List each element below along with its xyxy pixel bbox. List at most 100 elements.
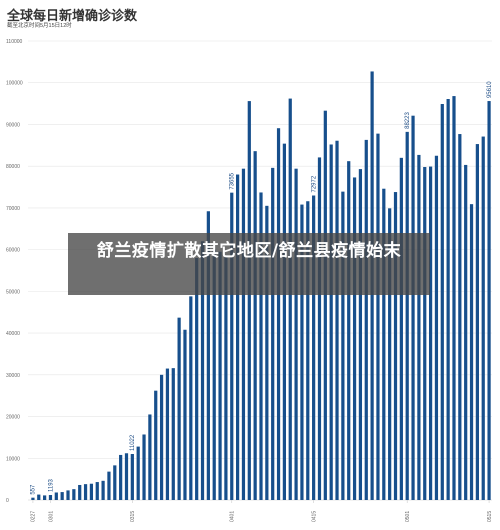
bar-04-04 <box>247 101 251 500</box>
bar-03-21 <box>165 368 170 500</box>
bar-04-01 <box>230 192 234 500</box>
x-tick-label: 0301 <box>48 511 54 522</box>
bar-03-24 <box>183 329 187 500</box>
bar-04-06 <box>259 192 263 500</box>
bar-02-28 <box>37 494 41 500</box>
bar-04-21 <box>347 161 351 500</box>
bar-05-01 <box>405 131 409 500</box>
y-tick-label: 100000 <box>6 81 23 87</box>
bar-03-03 <box>60 492 64 500</box>
bar-05-02 <box>411 115 415 500</box>
bar-05-03 <box>417 154 421 500</box>
x-tick-label: 0315 <box>130 511 136 522</box>
bar-03-13 <box>119 454 123 500</box>
data-label: 72972 <box>311 175 317 192</box>
y-tick-label: 40000 <box>6 331 20 337</box>
bar-03-23 <box>177 317 181 500</box>
bar-04-09 <box>276 128 281 500</box>
x-tick-label: 0515 <box>487 511 493 522</box>
x-axis-ticks: 0227 0301 0315 0401 0415 0501 0515 <box>31 500 493 522</box>
y-tick-label: 90000 <box>6 122 20 128</box>
x-tick-label: 0501 <box>405 511 411 522</box>
bar-03-18 <box>148 414 152 500</box>
y-axis-ticks: 0 10000 20000 30000 40000 50000 60000 70000 8000… <box>6 39 23 504</box>
bar-05-04 <box>423 167 427 500</box>
bar-03-19 <box>154 390 158 500</box>
bar-05-10 <box>458 134 462 500</box>
y-tick-label: 110000 <box>6 39 23 45</box>
bar-05-08 <box>446 99 450 500</box>
bar-05-07 <box>440 104 444 500</box>
data-label: 557 <box>31 484 37 495</box>
bar-04-26 <box>376 133 380 500</box>
bar-04-30 <box>399 157 403 500</box>
bar-05-06 <box>434 155 439 500</box>
data-label: 73655 <box>230 172 236 189</box>
y-tick-label: 30000 <box>6 373 20 379</box>
bar-03-30 <box>218 251 222 500</box>
y-tick-label: 0 <box>6 498 9 504</box>
bar-04-24 <box>364 139 368 501</box>
bar-04-12 <box>294 168 298 500</box>
bar-05-15 <box>487 101 491 501</box>
bar-04-13 <box>300 204 304 500</box>
data-label: 95610 <box>487 81 493 98</box>
bar-04-07 <box>265 205 269 500</box>
bar-03-01 <box>48 495 53 500</box>
bar-04-11 <box>288 98 292 501</box>
bar-03-05 <box>72 489 76 500</box>
bar-03-16 <box>136 446 140 500</box>
bar-03-26 <box>195 257 199 500</box>
chart-title: 全球每日新增确诊诊数 <box>7 8 138 23</box>
bar-05-14 <box>481 136 485 500</box>
bar-04-28 <box>388 208 392 501</box>
bar-03-14 <box>124 453 129 500</box>
bar-04-03 <box>241 168 246 500</box>
bar-03-10 <box>101 480 105 500</box>
data-label: 1193 <box>48 478 54 492</box>
bar-02-27 <box>31 497 35 500</box>
bar-04-23 <box>358 169 363 500</box>
y-tick-label: 80000 <box>6 164 20 170</box>
bar-03-17 <box>142 434 146 500</box>
y-tick-label: 20000 <box>6 415 20 421</box>
data-label: 11022 <box>130 434 136 451</box>
article-title-overlay[interactable]: 舒兰疫情扩散其它地区/舒兰县疫情始末 <box>68 233 430 295</box>
bar-04-08 <box>271 167 275 501</box>
bar-03-11 <box>107 471 111 500</box>
bar-03-06 <box>78 484 82 500</box>
bar-03-29 <box>212 249 216 500</box>
data-label: 88223 <box>405 112 411 129</box>
bar-03-25 <box>189 296 193 500</box>
bar-02-29 <box>43 495 47 500</box>
bar-05-12 <box>469 204 474 501</box>
bar-03-20 <box>159 374 164 500</box>
bar-05-05 <box>428 166 433 500</box>
bar-03-31 <box>224 255 228 500</box>
bar-04-19 <box>335 140 339 500</box>
data-labels: 557 1193 11022 73655 72972 88223 95610 <box>31 81 493 495</box>
bar-03-28 <box>206 211 210 501</box>
chart-subtitle: 截至北京时间5月15日12时 <box>7 23 72 29</box>
bar-05-09 <box>452 96 456 500</box>
bar-05-11 <box>464 164 468 500</box>
bar-04-15 <box>312 195 316 500</box>
y-tick-label: 60000 <box>6 248 20 254</box>
bars <box>31 71 491 501</box>
bar-03-09 <box>95 482 99 500</box>
bar-03-02 <box>54 492 58 500</box>
bar-04-10 <box>282 143 287 500</box>
x-tick-label: 0401 <box>230 511 236 522</box>
bar-03-22 <box>171 368 175 500</box>
bar-04-17 <box>323 110 327 501</box>
bar-03-04 <box>66 490 70 500</box>
bar-04-29 <box>393 192 398 500</box>
bar-03-12 <box>113 465 117 500</box>
y-tick-label: 50000 <box>6 289 20 295</box>
bar-04-02 <box>235 174 240 500</box>
y-tick-label: 10000 <box>6 456 20 462</box>
bar-04-20 <box>341 191 345 501</box>
bar-04-27 <box>382 188 386 500</box>
x-tick-label: 0415 <box>311 511 317 522</box>
